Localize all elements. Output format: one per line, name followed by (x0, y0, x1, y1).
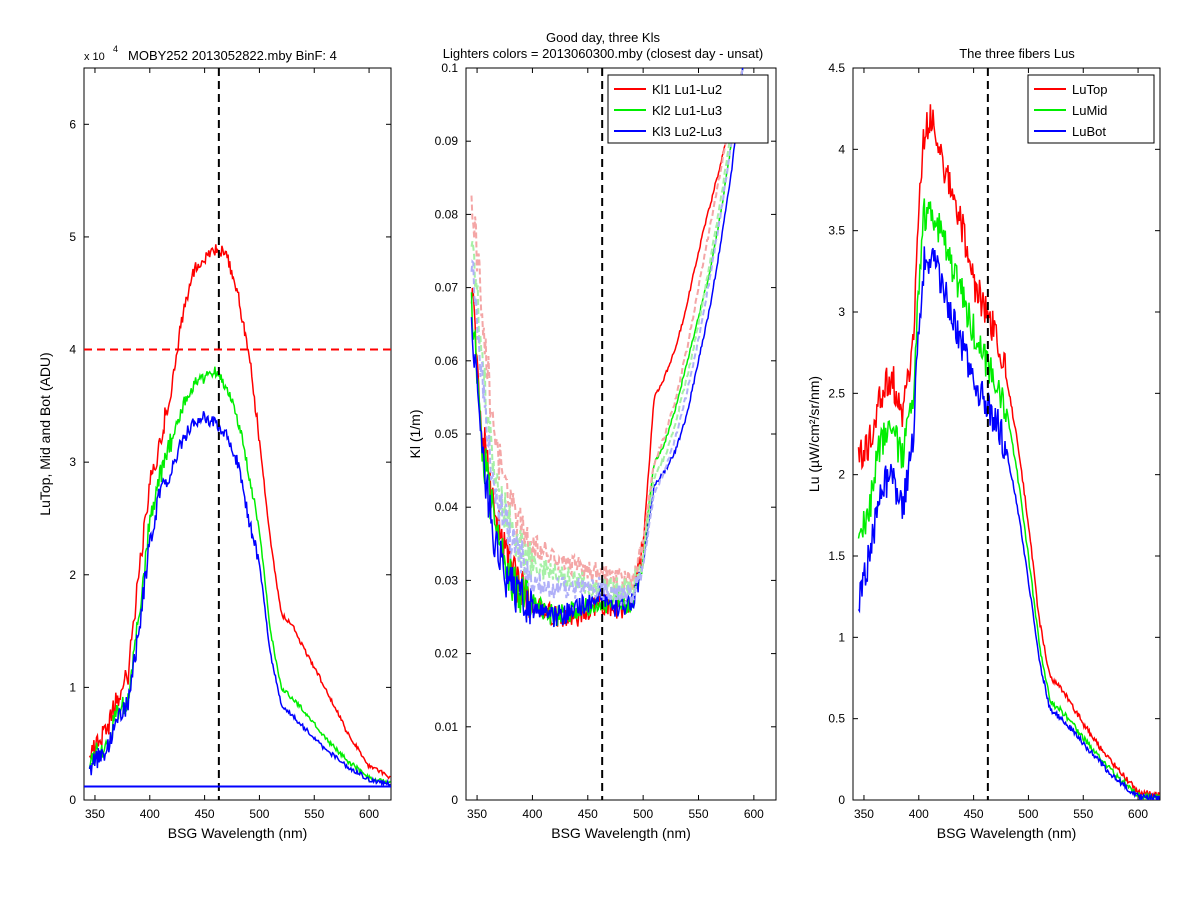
panel3-title: The three fibers Lus (959, 46, 1075, 61)
y-tick-label: 1 (69, 680, 76, 694)
x-tick-label: 350 (467, 807, 487, 821)
series-line-unlabeled-2 (88, 411, 391, 788)
series-line-lubot (857, 246, 1160, 800)
y-tick-label: 0.06 (435, 354, 459, 368)
y-tick-label: 4 (69, 343, 76, 357)
plot-area (857, 68, 1160, 800)
panel-lu-adu: 350 400 450 500 550 600 0 1 2 3 4 5 6 BSG Wavelength … (37, 67, 392, 841)
axes-frame (852, 67, 1161, 801)
panel2-title-line1: Good day, three Kls (546, 30, 660, 45)
x-tick-label: 600 (1128, 807, 1148, 821)
x-tick-label: 550 (1073, 807, 1093, 821)
x-tick-label: 550 (304, 807, 324, 821)
y-tick-label: 0 (451, 793, 458, 807)
x-tick-label: 450 (578, 807, 598, 821)
y-tick-label: 0 (69, 793, 76, 807)
legend-entry: Kl1 Lu1-Lu2 (652, 82, 722, 97)
series-line-unlabeled-3 (470, 68, 744, 593)
axes-frame (83, 67, 392, 801)
legend-entry: Kl2 Lu1-Lu3 (652, 103, 722, 118)
y-tick-label: 0.05 (435, 427, 459, 441)
plot-area (470, 68, 744, 800)
y-tick-label: 0.5 (828, 712, 845, 726)
series-line-unlabeled-0 (88, 244, 391, 780)
plot-area (84, 68, 391, 800)
y-tick-label: 0.01 (435, 720, 459, 734)
x-tick-label: 500 (633, 807, 653, 821)
y-tick-label: 2 (838, 468, 845, 482)
x-tick-label: 450 (964, 807, 984, 821)
legend-entry: Kl3 Lu2-Lu3 (652, 124, 722, 139)
x-tick-label: 600 (744, 807, 764, 821)
y-tick-label: 3.5 (828, 224, 845, 238)
y-tick-label: 4.5 (828, 61, 845, 75)
y-tick-label: 4 (838, 142, 845, 156)
legend-entry: LuMid (1072, 103, 1107, 118)
series-line-lumid (857, 198, 1160, 800)
series-line-unlabeled-5 (470, 68, 744, 606)
y-tick-label: 2.5 (828, 386, 845, 400)
panel1-title: MOBY252 2013052822.mby BinF: 4 (128, 48, 337, 63)
legend-entry: LuTop (1072, 82, 1107, 97)
x-tick-label: 400 (140, 807, 160, 821)
y-axis-label: Lu (µW/cm²/sr/nm) (806, 376, 822, 492)
x-axis-label: BSG Wavelength (nm) (168, 825, 308, 841)
x-tick-label: 350 (85, 807, 105, 821)
y-tick-label: 0.07 (435, 281, 459, 295)
x-tick-label: 550 (688, 807, 708, 821)
y-axis-label: Kl (1/m) (407, 410, 423, 459)
y-tick-label: 1 (838, 630, 845, 644)
panel1-exponent-power: 4 (113, 44, 118, 54)
series-line-kl3-lu2-lu3 (470, 68, 744, 628)
y-tick-label: 0.08 (435, 207, 459, 221)
x-axis-label: BSG Wavelength (nm) (551, 825, 691, 841)
x-tick-label: 600 (359, 807, 379, 821)
panel-lu-radiance: 350 400 450 500 550 600 0 0.5 1 1.5 2 2.5 3 3.5 4 4.5 BS… (806, 61, 1161, 841)
y-tick-label: 0.02 (435, 647, 459, 661)
y-tick-label: 5 (69, 230, 76, 244)
panel1-exponent-base: x 10 (84, 51, 105, 63)
y-axis-label: LuTop, Mid and Bot (ADU) (37, 352, 53, 515)
x-tick-label: 350 (854, 807, 874, 821)
y-tick-label: 0.03 (435, 573, 459, 587)
y-tick-label: 2 (69, 568, 76, 582)
legend: Kl1 Lu1-Lu2 Kl2 Lu1-Lu3 Kl3 Lu2-Lu3 (607, 74, 769, 144)
y-tick-label: 1.5 (828, 549, 845, 563)
x-tick-label: 400 (909, 807, 929, 821)
legend-entry: LuBot (1072, 124, 1106, 139)
y-tick-label: 3 (69, 455, 76, 469)
series-line-unlabeled-1 (88, 366, 391, 785)
y-tick-label: 0 (838, 793, 845, 807)
x-axis-label: BSG Wavelength (nm) (937, 825, 1077, 841)
x-tick-label: 500 (1018, 807, 1038, 821)
series-line-lutop (857, 104, 1160, 799)
y-tick-label: 6 (69, 117, 76, 131)
y-tick-label: 0.1 (441, 61, 458, 75)
panel-kl: 350 400 450 500 550 600 0 0.01 0.02 0.03 0.04 0.05 0… (407, 61, 777, 841)
x-tick-label: 500 (249, 807, 269, 821)
y-tick-label: 0.09 (435, 134, 459, 148)
x-tick-label: 400 (522, 807, 542, 821)
x-tick-label: 450 (195, 807, 215, 821)
y-tick-label: 0.04 (435, 500, 459, 514)
legend: LuTop LuMid LuBot (1027, 74, 1155, 144)
panel2-title-line2: Lighters colors = 2013060300.mby (closes… (443, 46, 763, 61)
y-tick-label: 3 (838, 305, 845, 319)
